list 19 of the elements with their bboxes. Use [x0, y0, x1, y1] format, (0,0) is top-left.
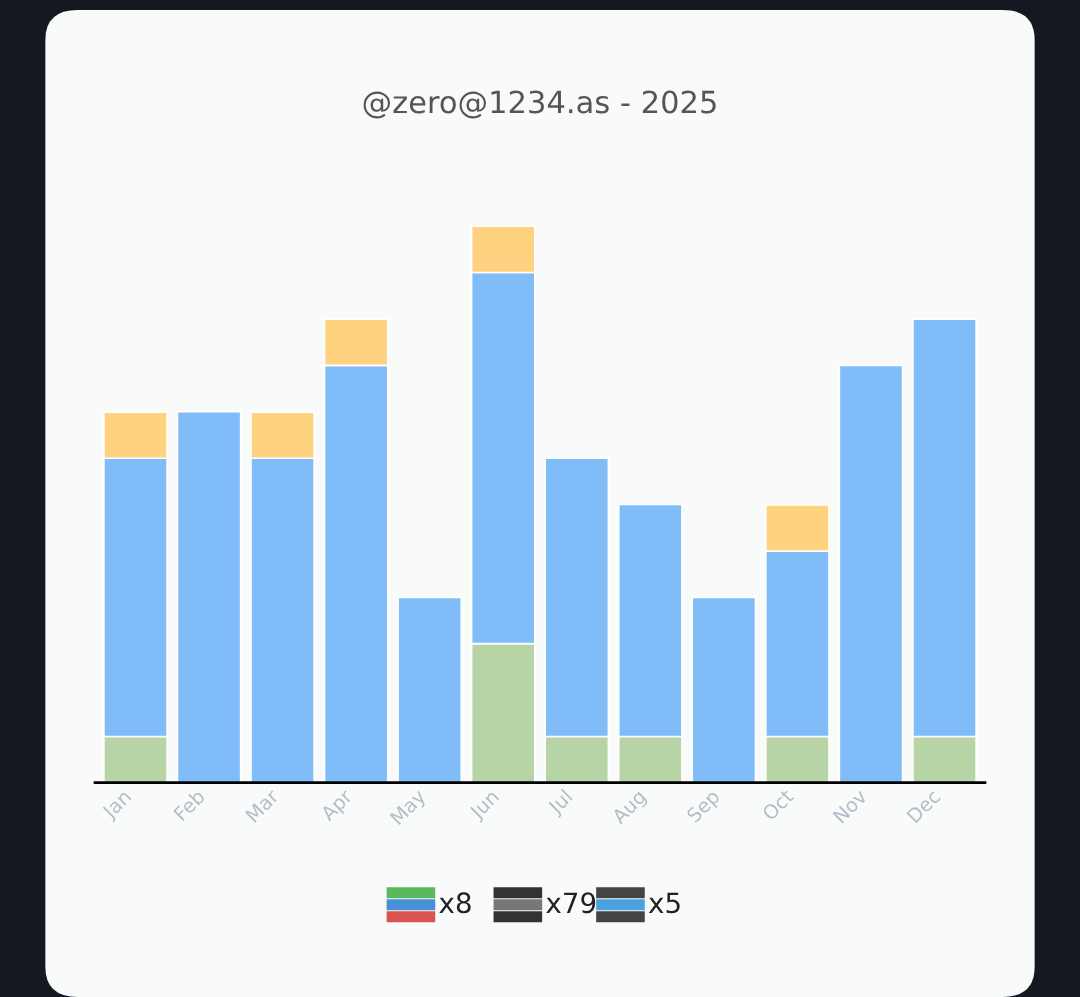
x-tick-label: Jun	[468, 789, 502, 823]
bar	[176, 410, 242, 783]
bar	[838, 364, 904, 783]
text: x8	[439, 892, 471, 914]
text: x79	[546, 892, 596, 914]
x-tick-label: Aug	[610, 789, 650, 828]
bar	[691, 596, 757, 783]
x-tick-label: Jul	[546, 788, 576, 819]
x-tick-label: Mar	[245, 787, 280, 823]
bar	[397, 596, 463, 783]
x-tick-label: Nov	[832, 788, 868, 824]
x-tick-label: Sep	[685, 788, 724, 826]
text: x5	[648, 892, 680, 914]
x-tick-label: Jan	[100, 789, 135, 823]
x-tick-label: Apr	[319, 787, 357, 825]
chart-title: @zero@1234.as - 2025	[363, 90, 716, 119]
x-tick-label: Dec	[906, 788, 941, 824]
x-tick-label: Feb	[172, 788, 206, 822]
x-tick-label: Oct	[761, 788, 795, 822]
